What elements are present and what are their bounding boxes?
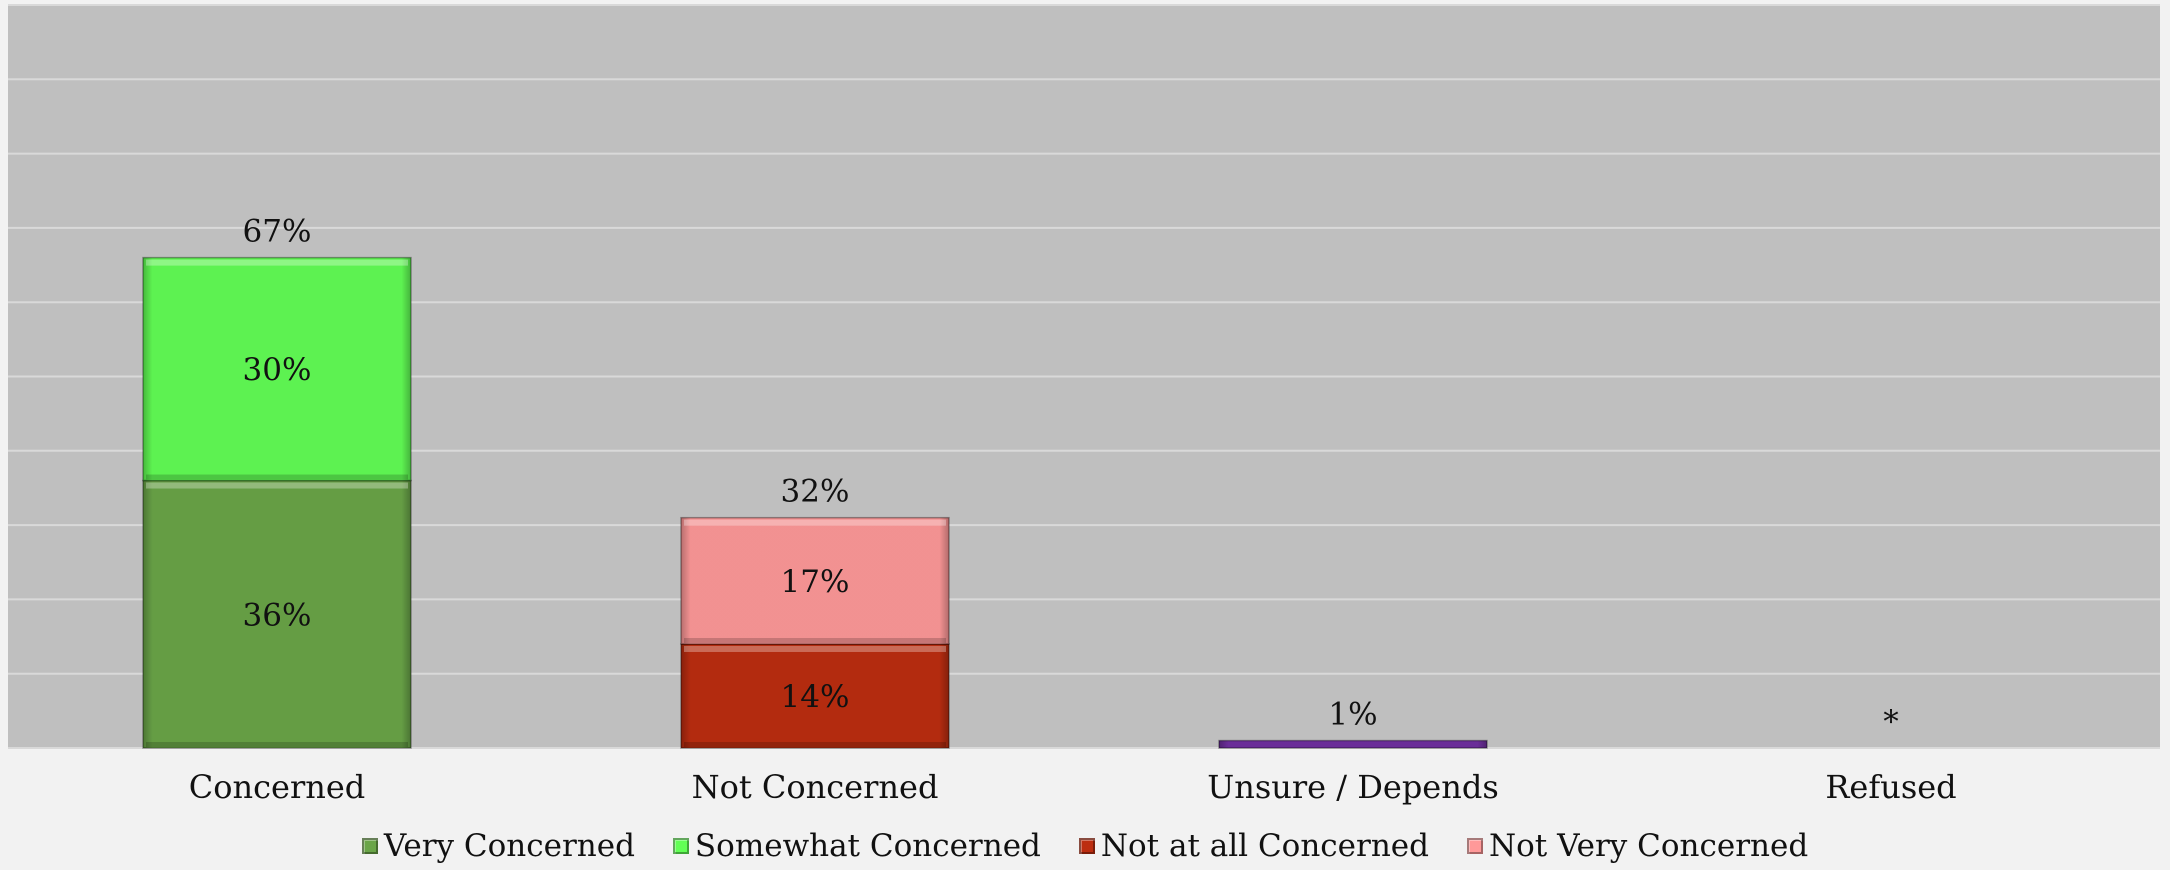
legend-label-very-concerned: Very Concerned xyxy=(383,828,635,864)
data-label-somewhat-concerned-concerned: 30% xyxy=(243,352,312,388)
total-label-concerned: 67% xyxy=(243,214,312,250)
legend-swatch-not-at-all-concerned xyxy=(1078,838,1095,854)
bar-very-concerned-concerned-highlight xyxy=(146,482,408,489)
total-label-not-concerned: 32% xyxy=(781,474,850,510)
bar-unsure-depends-unsure-depends-bevel xyxy=(1219,740,1487,748)
category-label-not-concerned: Not Concerned xyxy=(692,768,939,806)
data-label-not-very-concerned-not-concerned: 17% xyxy=(781,564,850,600)
data-label-very-concerned-concerned: 36% xyxy=(243,597,312,633)
legend-label-not-at-all-concerned: Not at all Concerned xyxy=(1100,828,1429,864)
legend-label-somewhat-concerned: Somewhat Concerned xyxy=(694,828,1041,864)
bar-not-very-concerned-not-concerned-highlight xyxy=(684,519,946,526)
legend-swatch-not-very-concerned xyxy=(1466,838,1483,854)
bar-not-at-all-concerned-not-concerned-bevel xyxy=(681,643,949,748)
legend-item-not-very-concerned: Not Very Concerned xyxy=(1466,828,1809,864)
legend: Very Concerned Somewhat Concerned Not at a… xyxy=(0,826,2170,866)
bar-not-very-concerned-not-concerned-bevel xyxy=(681,517,949,644)
category-label-refused: Refused xyxy=(1825,768,1956,806)
legend-item-not-at-all-concerned: Not at all Concerned xyxy=(1078,828,1429,864)
data-label-not-at-all-concerned-not-concerned: 14% xyxy=(781,679,850,715)
bar-not-at-all-concerned-not-concerned-shadow xyxy=(684,742,946,747)
legend-swatch-somewhat-concerned xyxy=(672,838,689,854)
total-label-unsure-depends: 1% xyxy=(1328,697,1377,733)
bar-not-at-all-concerned-not-concerned-highlight xyxy=(684,645,946,652)
category-label-unsure-depends: Unsure / Depends xyxy=(1207,768,1499,806)
legend-swatch-very-concerned xyxy=(361,838,378,854)
bar-very-concerned-concerned-bevel xyxy=(143,480,411,748)
bar-very-concerned-concerned-shadow xyxy=(146,742,408,747)
legend-item-somewhat-concerned: Somewhat Concerned xyxy=(672,828,1041,864)
bar-somewhat-concerned-concerned-shadow xyxy=(146,474,408,480)
bar-somewhat-concerned-concerned-bevel xyxy=(143,257,411,481)
total-label-refused: * xyxy=(1883,704,1899,740)
bar-somewhat-concerned-concerned-highlight xyxy=(146,259,408,266)
bar-not-very-concerned-not-concerned-shadow xyxy=(684,637,946,643)
legend-item-very-concerned: Very Concerned xyxy=(361,828,635,864)
category-label-concerned: Concerned xyxy=(189,768,366,806)
legend-label-not-very-concerned: Not Very Concerned xyxy=(1488,828,1809,864)
